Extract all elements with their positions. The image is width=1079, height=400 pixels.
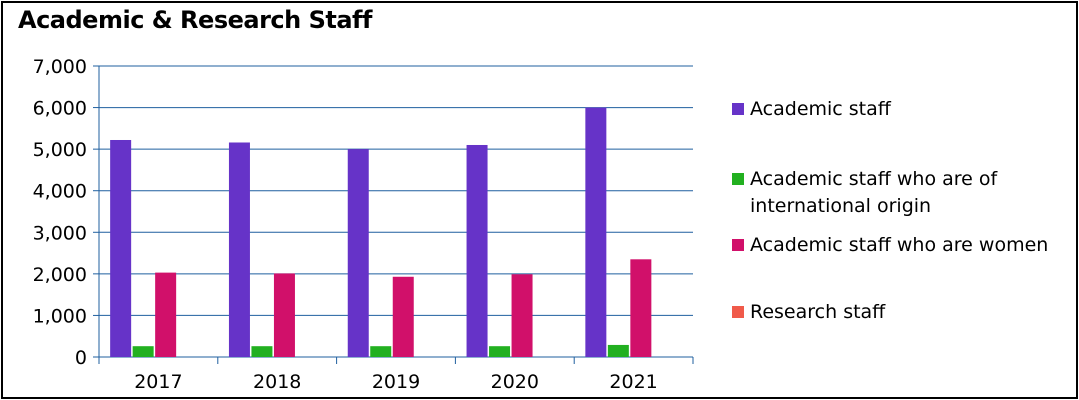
legend-label: Academic staff who are of international …	[750, 168, 998, 217]
bar	[370, 346, 392, 357]
y-tick-label: 5,000	[33, 139, 87, 161]
legend-label: Research staff	[750, 301, 886, 323]
bar	[251, 346, 273, 357]
legend-item-international-origin: Academic staff who are of international …	[732, 166, 1020, 220]
legend-swatch	[732, 103, 744, 115]
bar	[607, 344, 629, 357]
bar	[466, 144, 488, 357]
y-tick-label: 2,000	[33, 264, 87, 286]
legend-item-women: Academic staff who are women	[732, 232, 1048, 259]
y-tick-label: 6,000	[33, 98, 87, 120]
x-tick-label: 2017	[134, 371, 182, 393]
bar	[228, 142, 250, 357]
y-tick-label: 3,000	[33, 222, 87, 244]
legend-label: Academic staff who are women	[750, 234, 1049, 256]
bar	[630, 259, 652, 357]
bar	[489, 346, 511, 357]
bar	[392, 276, 414, 357]
y-tick-label: 4,000	[33, 181, 87, 203]
bars	[110, 107, 652, 357]
y-tick-label: 1,000	[33, 305, 87, 327]
legend-item-academic-staff: Academic staff	[732, 96, 891, 123]
bar	[273, 273, 295, 357]
bar	[110, 139, 132, 357]
x-tick-label: 2020	[491, 371, 539, 393]
legend-swatch	[732, 173, 744, 185]
bar	[347, 149, 369, 357]
legend-label: Academic staff	[750, 98, 891, 120]
y-tick-label: 7,000	[33, 56, 87, 78]
bar	[511, 274, 533, 357]
bar	[132, 346, 154, 357]
tick-labels: 0 1,000 2,000 3,000 4,000 5,000 6,000 7,000 2017…	[33, 56, 658, 393]
y-tick-label: 0	[75, 347, 87, 369]
x-tick-label: 2021	[609, 371, 657, 393]
chart-title: Academic & Research Staff	[18, 6, 372, 34]
bar	[155, 272, 177, 357]
legend-swatch	[732, 239, 744, 251]
x-tick-label: 2019	[372, 371, 420, 393]
legend-swatch	[732, 306, 744, 318]
bar	[585, 107, 607, 357]
x-tick-label: 2018	[253, 371, 301, 393]
legend-item-research-staff: Research staff	[732, 299, 885, 326]
